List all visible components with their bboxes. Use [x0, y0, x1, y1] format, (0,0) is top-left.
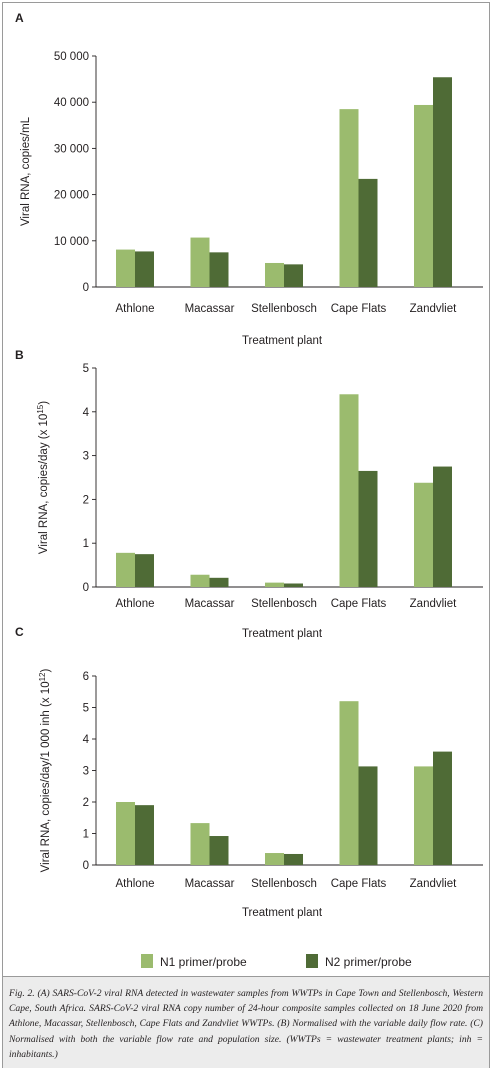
bar-macassar-n1	[190, 237, 210, 287]
bar-cape-flats-n2	[358, 766, 378, 865]
y-tick-label: 3	[83, 451, 89, 463]
bar-cape-flats-n1	[339, 109, 359, 287]
legend-swatch-n2	[306, 954, 318, 968]
bar-cape-flats-n2	[358, 470, 378, 587]
y-tick-label: 6	[83, 671, 89, 683]
bar-stellenbosch-n1	[265, 582, 284, 587]
x-axis-title: Treatment plant	[242, 628, 323, 640]
bar-cape-flats-n1	[339, 701, 359, 865]
bar-macassar-n1	[190, 574, 210, 587]
y-tick-label: 20 000	[54, 190, 89, 202]
x-tick-label: Athlone	[115, 598, 154, 610]
y-tick-label: 0	[83, 860, 89, 872]
y-axis-title: Viral RNA, copies/day/1 000 inh (x 1012)	[38, 669, 52, 873]
panel-label: B	[15, 348, 24, 362]
y-tick-label: 30 000	[54, 143, 89, 155]
y-tick-label: 4	[83, 734, 90, 746]
bar-athlone-n1	[116, 802, 135, 865]
y-tick-label: 0	[83, 282, 89, 294]
y-tick-label: 2	[83, 494, 89, 506]
chart-panel-a: A 0 10 000 20 000 30 000 40 000 50 000 Athlone M…	[15, 11, 483, 347]
bar-cape-flats-n1	[339, 394, 359, 587]
bar-stellenbosch-n2	[284, 583, 303, 587]
bar-macassar-n2	[209, 836, 229, 865]
x-tick-label: Athlone	[115, 878, 154, 890]
legend: N1 primer/probe N2 primer/probe	[141, 954, 412, 969]
chart-canvas: A 0 10 000 20 000 30 000 40 000 50 000 Athlone M…	[15, 11, 483, 969]
bar-athlone-n2	[135, 554, 154, 587]
x-axis-title: Treatment plant	[242, 335, 323, 347]
x-tick-label: Athlone	[115, 303, 154, 315]
bar-stellenbosch-n1	[265, 853, 284, 865]
bar-athlone-n2	[135, 251, 154, 287]
y-tick-label: 40 000	[54, 97, 89, 109]
bar-zandvliet-n2	[433, 77, 452, 287]
x-tick-label: Stellenbosch	[251, 303, 317, 315]
bar-zandvliet-n1	[414, 104, 433, 287]
x-tick-label: Zandvliet	[410, 598, 457, 610]
legend-label-n2: N2 primer/probe	[325, 955, 412, 969]
x-tick-label: Macassar	[185, 303, 235, 315]
legend-swatch-n1	[141, 954, 153, 968]
y-axis-title: Viral RNA, copies/day (x 1015)	[36, 401, 50, 554]
legend-label-n1: N1 primer/probe	[160, 955, 247, 969]
y-tick-label: 5	[83, 703, 89, 715]
panel-label: C	[15, 625, 24, 639]
y-tick-label: 10 000	[54, 236, 89, 248]
y-tick-label: 1	[83, 538, 89, 550]
bar-stellenbosch-n2	[284, 264, 303, 287]
x-tick-label: Zandvliet	[410, 878, 457, 890]
bar-athlone-n2	[135, 805, 154, 865]
panel-label: A	[15, 11, 24, 25]
chart-panel-b: B 0 1 2 3 4 5 Athlone Macassar Stellenbosch Cape F…	[15, 348, 483, 640]
y-tick-label: 50 000	[54, 51, 89, 63]
x-tick-label: Cape Flats	[331, 598, 387, 610]
bar-athlone-n1	[116, 249, 135, 287]
bar-cape-flats-n2	[358, 178, 378, 287]
bar-macassar-n2	[209, 577, 229, 587]
bar-macassar-n1	[190, 823, 210, 865]
x-tick-label: Zandvliet	[410, 303, 457, 315]
bar-zandvliet-n1	[414, 766, 433, 865]
x-tick-label: Macassar	[185, 598, 235, 610]
bar-stellenbosch-n1	[265, 262, 284, 287]
y-tick-label: 0	[83, 582, 89, 594]
chart-panel-c: C 0 1 2 3 4 5 6 Athlone Macassar Stellenbosch Cape …	[15, 625, 483, 919]
y-tick-label: 2	[83, 797, 89, 809]
x-tick-label: Cape Flats	[331, 878, 387, 890]
bar-zandvliet-n2	[433, 466, 452, 587]
y-axis-title: Viral RNA, copies/mL	[20, 116, 32, 226]
y-tick-label: 4	[83, 407, 90, 419]
bar-zandvliet-n2	[433, 751, 452, 865]
figure-caption: Fig. 2. (A) SARS-CoV-2 viral RNA detecte…	[9, 988, 483, 1060]
bar-zandvliet-n1	[414, 482, 433, 587]
bar-macassar-n2	[209, 252, 229, 287]
bar-stellenbosch-n2	[284, 853, 303, 865]
x-tick-label: Stellenbosch	[251, 598, 317, 610]
y-tick-label: 1	[83, 829, 89, 841]
x-tick-label: Macassar	[185, 878, 235, 890]
y-tick-label: 3	[83, 766, 89, 778]
x-axis-title: Treatment plant	[242, 907, 323, 919]
caption-box: Fig. 2. (A) SARS-CoV-2 viral RNA detecte…	[3, 976, 489, 1068]
x-tick-label: Cape Flats	[331, 303, 387, 315]
y-tick-label: 5	[83, 363, 89, 375]
x-tick-label: Stellenbosch	[251, 878, 317, 890]
bar-athlone-n1	[116, 552, 135, 587]
